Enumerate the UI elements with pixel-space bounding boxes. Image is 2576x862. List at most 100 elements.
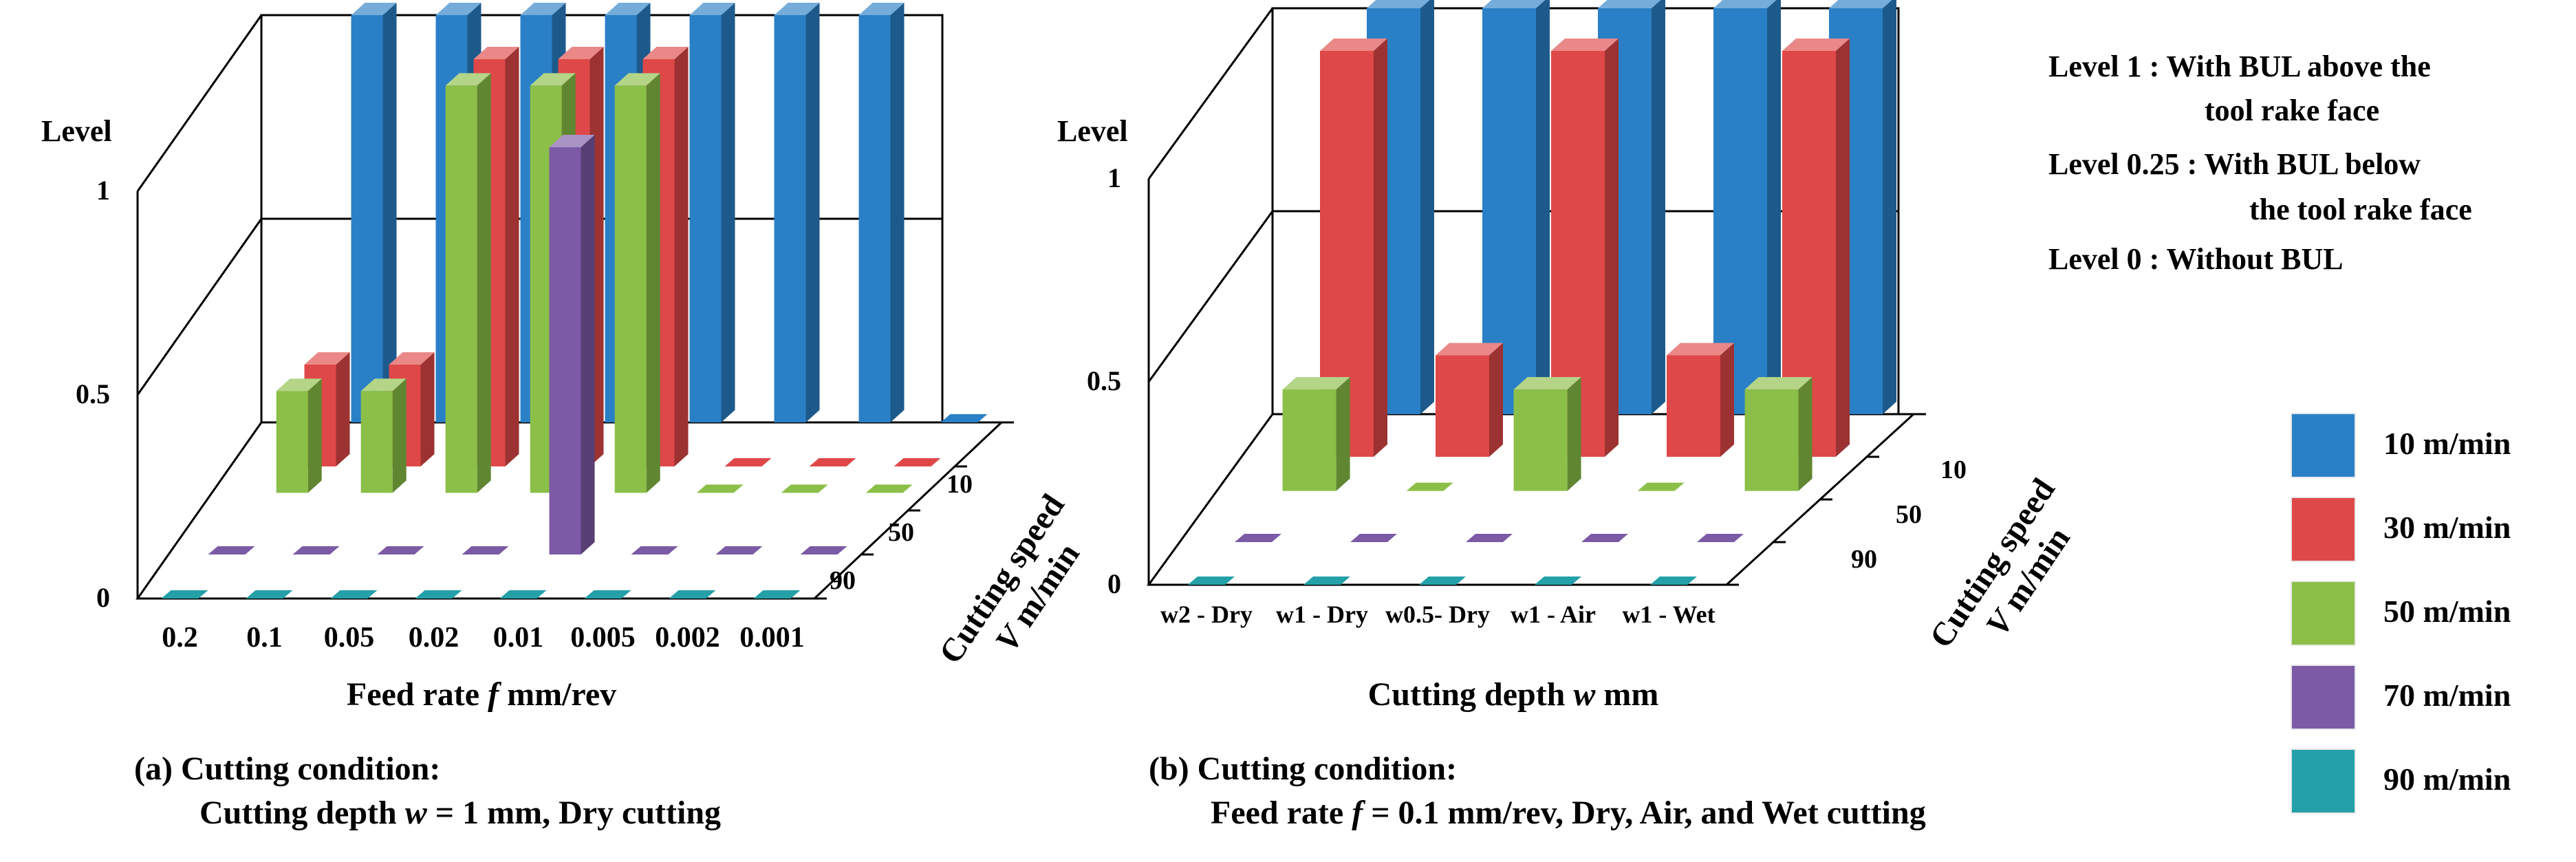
bar-top [389,352,435,365]
bar-side [1605,39,1619,457]
bar-side [1567,377,1581,491]
bar-70-w1-Air [1581,534,1628,542]
bar-tile [724,458,772,466]
bar-50-0-1 [360,378,407,493]
legend-item-30: 30 m/min [2291,497,2573,562]
bar-tile [1188,577,1235,585]
depth-tick-label: 10 [946,470,973,499]
bar-10-0-002 [858,3,905,422]
bar-front [445,85,477,493]
bar-30-w1-Air [1667,343,1734,457]
bar-top [549,135,595,147]
bar-top [304,352,350,365]
bar-70-0-005 [631,546,678,554]
legend-label-50: 50 m/min [2383,594,2511,629]
bar-90-0-002 [669,590,716,599]
bar-70-0-2 [208,546,255,554]
bar-10-0-001 [940,414,988,422]
bar-front [1513,389,1568,491]
bar-70-0-001 [800,546,847,554]
bar-front [774,15,806,422]
bar-tile [1235,534,1281,542]
bar-30-w1-Dry [1436,343,1503,457]
chart-panel-b: 0 0.5 1 Level w2 - Dry w1 - Dry w0.5- Dry w1 - … [1057,0,2077,831]
bar-tile [1419,577,1466,585]
x-tick-label: 0.05 [324,622,375,654]
x-tick-label: w2 - Dry [1160,601,1253,628]
x-tick-label: w1 - Wet [1622,601,1715,628]
bar-top [1713,0,1777,8]
caption-title: (b) Cutting condition: [1149,751,1457,787]
bar-tile [781,484,828,493]
bar-50-0-05 [445,73,491,493]
bar-side [382,3,397,422]
bar-tile [940,414,988,422]
chart-panel-a: 0 0.5 1 Level 0.2 0.1 0.05 0.02 0.01 0.005 0.002 0.… [41,3,1087,831]
bar-top [1551,39,1619,51]
y-tick-label: 0 [1107,568,1121,599]
bar-top [1782,39,1850,51]
bar-tile [669,590,716,599]
x-tick-label: 0.005 [570,622,636,654]
bar-tile [800,546,847,554]
y-tick-label: 0.5 [1087,365,1121,396]
bar-50-w1-Wet [1744,377,1812,491]
bar-top [1282,377,1350,390]
bar-front [1667,355,1720,457]
legend-item-90: 90 m/min [2291,748,2573,814]
gridline-left [136,218,263,396]
legend-label-90: 90 m/min [2383,762,2511,797]
left-wall-top-edge [136,14,263,192]
bar-50-w0-5-Dry [1513,377,1581,491]
bar-50-0-005 [696,484,744,493]
bar-70-w1-Dry [1350,534,1397,542]
bar-tile [292,546,340,554]
bar-side [392,378,407,493]
bar-tile [894,458,941,466]
bar-70-0-1 [292,546,340,554]
bar-tile [1350,534,1397,542]
bar-top [1829,0,1892,8]
bar-50-w2-Dry [1282,377,1350,491]
x-tick-label: w0.5- Dry [1385,601,1490,628]
bar-top [1367,0,1430,8]
left-wall-top-edge [1147,8,1274,180]
x-axis-label: Feed rate f mm/rev [347,676,616,713]
bar-70-0-002 [715,546,763,554]
bar-top [360,378,407,391]
bar-top [473,47,519,59]
bar-top [445,73,491,86]
bar-90-w2-Dry [1188,577,1235,585]
bar-side [307,378,322,493]
legend-swatch-90 [2291,748,2356,814]
bar-tile [809,458,856,466]
x-axis-label: Cutting depth w mm [1368,676,1659,713]
depth-tick-label: 10 [1940,455,1967,484]
bar-10-0-2 [351,3,397,422]
bar-top [520,3,566,15]
bar-tile [330,590,378,599]
bar-90-0-01 [499,590,547,599]
caption-line: Cutting depth w = 1 mm, Dry cutting [199,795,721,831]
bar-10-0-005 [774,3,820,422]
bar-front [689,15,722,422]
legend-label-10: 10 m/min [2383,426,2511,461]
bar-side [674,47,689,466]
y-axis-label: Level [1057,114,1128,148]
bar-tile [1535,577,1581,585]
bar-front [276,391,308,493]
bar-70-0-05 [377,546,424,554]
bar-top [276,378,322,391]
legend-label-70: 70 m/min [2383,678,2511,713]
bar-top [1667,343,1734,356]
bar-90-0-005 [584,590,631,599]
bar-front [1282,389,1336,491]
x-tick-label: 0.001 [739,622,805,654]
bar-70-0-01 [549,135,595,554]
bar-side [1420,0,1434,414]
x-tick-label: 0.2 [162,622,198,654]
bar-90-w1-Dry [1303,577,1350,585]
bar-70-w1-Wet [1697,534,1744,542]
bar-side [890,3,905,422]
